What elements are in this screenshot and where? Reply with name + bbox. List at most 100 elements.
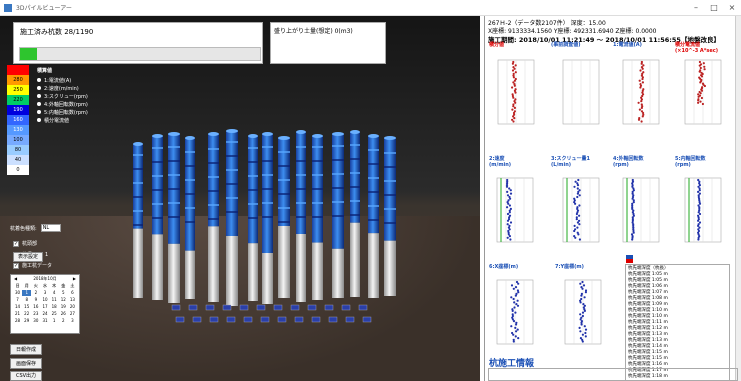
plot-point xyxy=(697,233,700,236)
depth-list-item[interactable]: 杭先端深度 1:17 m xyxy=(628,368,668,373)
calendar-day[interactable]: 10 xyxy=(42,297,48,302)
legend-item[interactable]: 積分電流値 xyxy=(37,116,88,124)
calendar-day[interactable]: 1 xyxy=(52,318,56,323)
plot-point xyxy=(632,226,635,229)
pile-band xyxy=(350,144,360,146)
plot-point xyxy=(582,306,585,309)
depth-list-item[interactable]: 杭先端深度 1:18 m xyxy=(628,374,668,379)
depth-list-item[interactable]: 杭先端深度 1:12 m xyxy=(628,326,668,331)
radio-icon[interactable] xyxy=(37,110,41,114)
calendar-day[interactable]: 11 xyxy=(51,297,57,302)
calendar-day[interactable]: 28 xyxy=(15,318,21,323)
maximize-button[interactable]: □ xyxy=(710,3,718,12)
calendar-day[interactable]: 3 xyxy=(43,290,47,295)
calendar[interactable]: ◀ 2018年10月 ▶ 日月火水木金土 30 1 2 3 4 5 6 7 8 9 10 11 12 13 1… xyxy=(10,274,80,334)
csv-output-button[interactable]: CSV出力 xyxy=(10,371,42,381)
calendar-day[interactable]: 30 xyxy=(15,290,21,295)
pile-band xyxy=(296,216,306,218)
depth-list-item[interactable]: 杭先端深度 1:09 m xyxy=(628,302,668,307)
calendar-day[interactable]: 4 xyxy=(52,290,56,295)
calendar-day[interactable]: 8 xyxy=(25,297,28,302)
pile-band xyxy=(350,200,360,202)
depth-list-item[interactable]: 杭先端深度 1:15 m xyxy=(628,356,668,361)
daily-report-button[interactable]: 日報作成 xyxy=(10,344,42,355)
calendar-day[interactable]: 17 xyxy=(42,304,48,309)
legend-item[interactable]: 5:内軸回転数(rpm) xyxy=(37,108,88,116)
legend-item[interactable]: 4:外軸回転数(rpm) xyxy=(37,100,88,108)
depth-list-item[interactable]: 杭先端深度 1:15 m xyxy=(628,350,668,355)
depth-list-item[interactable]: 杭先端深度 1:13 m xyxy=(628,332,668,337)
radio-icon[interactable] xyxy=(37,118,41,122)
calendar-day[interactable]: 14 xyxy=(15,304,21,309)
depth-list[interactable]: 杭先端深度（杭長） 杭先端深度 1:05 m 杭先端深度 1:05 m 杭先端深度 … xyxy=(625,264,730,381)
calendar-day[interactable]: 3 xyxy=(71,318,74,323)
plot-point xyxy=(698,226,701,229)
next-month-icon[interactable]: ▶ xyxy=(72,276,76,281)
plot-point xyxy=(509,221,513,224)
sort-icon[interactable] xyxy=(625,254,635,264)
calendar-day[interactable]: 31 xyxy=(42,318,48,323)
plot-point xyxy=(573,224,576,227)
plot-point xyxy=(642,113,645,116)
color-type-select[interactable]: NL xyxy=(40,224,61,232)
depth-list-item[interactable]: 杭先端深度 1:08 m xyxy=(628,296,668,301)
calendar-day[interactable]: 2 xyxy=(34,290,38,295)
minimize-button[interactable]: – xyxy=(694,3,698,12)
radio-icon[interactable] xyxy=(37,94,41,98)
legend-item[interactable]: 3:スクリュー(rpm) xyxy=(37,92,88,100)
pile-cap xyxy=(296,130,306,134)
calendar-day[interactable]: 16 xyxy=(33,304,39,309)
prev-month-icon[interactable]: ◀ xyxy=(14,276,18,281)
calendar-day[interactable]: 24 xyxy=(42,311,48,316)
checkbox[interactable]: ✓ xyxy=(13,240,19,247)
legend-item[interactable]: 1:電流値(A) xyxy=(37,76,88,84)
calendar-day[interactable]: 30 xyxy=(33,318,39,323)
calendar-day[interactable]: 20 xyxy=(69,304,75,309)
radio-icon[interactable] xyxy=(37,102,41,106)
calendar-day[interactable]: 26 xyxy=(60,311,66,316)
pile-band xyxy=(262,188,273,190)
depth-list-item[interactable]: 杭先端深度 1:06 m xyxy=(628,284,668,289)
close-button[interactable]: × xyxy=(728,3,736,12)
calendar-day[interactable]: 5 xyxy=(62,290,65,295)
depth-list-item[interactable]: 杭先端深度 1:13 m xyxy=(628,338,668,343)
calendar-day[interactable]: 2 xyxy=(62,318,65,323)
right-panel-scrollbar[interactable] xyxy=(735,16,741,381)
calendar-day[interactable]: 25 xyxy=(51,311,57,316)
calendar-day[interactable]: 27 xyxy=(69,311,75,316)
color-legend: 280 250 220 190 160 130 100 80 40 0 xyxy=(7,65,29,175)
save-image-button[interactable]: 画面保存 xyxy=(10,358,42,369)
depth-list-item[interactable]: 杭先端深度 1:05 m xyxy=(628,272,668,277)
plot-point xyxy=(582,284,586,287)
depth-list-item[interactable]: 杭先端深度 1:07 m xyxy=(628,290,668,295)
calendar-day[interactable]: 9 xyxy=(34,297,38,302)
calendar-day[interactable]: 1 xyxy=(22,290,32,296)
pile-columns[interactable] xyxy=(0,16,480,381)
calendar-day[interactable]: 15 xyxy=(24,304,30,309)
calendar-day[interactable]: 18 xyxy=(51,304,57,309)
calendar-day[interactable]: 19 xyxy=(60,304,66,309)
calendar-day[interactable]: 29 xyxy=(24,318,30,323)
calendar-month: 2018年10月 xyxy=(33,276,57,281)
legend-item[interactable]: 2:速度(m/min) xyxy=(37,84,88,92)
calendar-day[interactable]: 6 xyxy=(71,290,74,295)
calendar-day[interactable]: 21 xyxy=(15,311,21,316)
depth-list-item[interactable]: 杭先端深度 1:16 m xyxy=(628,362,668,367)
depth-list-item[interactable]: 杭先端深度 1:10 m xyxy=(628,314,668,319)
display-setting-button[interactable]: 表示設定 xyxy=(13,252,43,262)
depth-list-item[interactable]: 杭先端深度 1:11 m xyxy=(628,320,668,325)
calendar-day[interactable]: 22 xyxy=(24,311,30,316)
calendar-day[interactable]: 7 xyxy=(16,297,19,302)
plot-point xyxy=(640,103,643,106)
calendar-day[interactable]: 23 xyxy=(33,311,39,316)
radio-icon[interactable] xyxy=(37,78,41,82)
plot-point xyxy=(576,209,580,212)
depth-list-item[interactable]: 杭先端深度 1:05 m xyxy=(628,278,668,283)
radio-icon[interactable] xyxy=(37,86,41,90)
depth-list-item[interactable]: 杭先端深度 1:14 m xyxy=(628,344,668,349)
depth-list-item[interactable]: 杭先端深度 1:10 m xyxy=(628,308,668,313)
calendar-day[interactable]: 12 xyxy=(60,297,66,302)
pile-3d-view[interactable]: 施工済み杭数 28/1190 盛り上がり土量(想定) 0(m3) 280 250 2… xyxy=(0,16,480,381)
calendar-day[interactable]: 13 xyxy=(69,297,75,302)
checkbox[interactable]: ✓ xyxy=(13,262,19,269)
